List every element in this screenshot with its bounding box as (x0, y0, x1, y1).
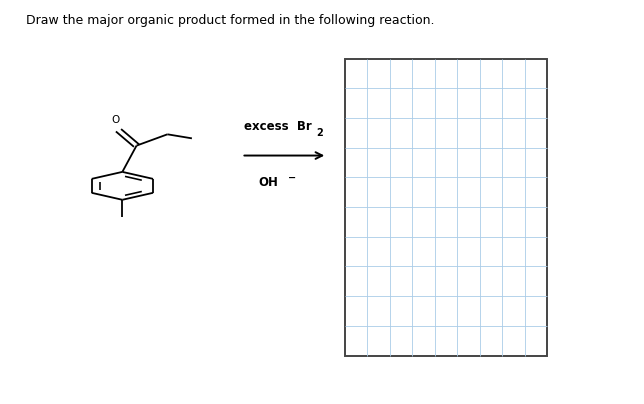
Bar (345, 59, 547, 356)
Text: 2: 2 (316, 128, 323, 138)
Text: OH: OH (258, 176, 278, 189)
Text: −: − (288, 173, 296, 183)
Text: Draw the major organic product formed in the following reaction.: Draw the major organic product formed in… (26, 14, 434, 27)
Text: O: O (111, 116, 119, 125)
Text: excess  Br: excess Br (244, 120, 312, 133)
